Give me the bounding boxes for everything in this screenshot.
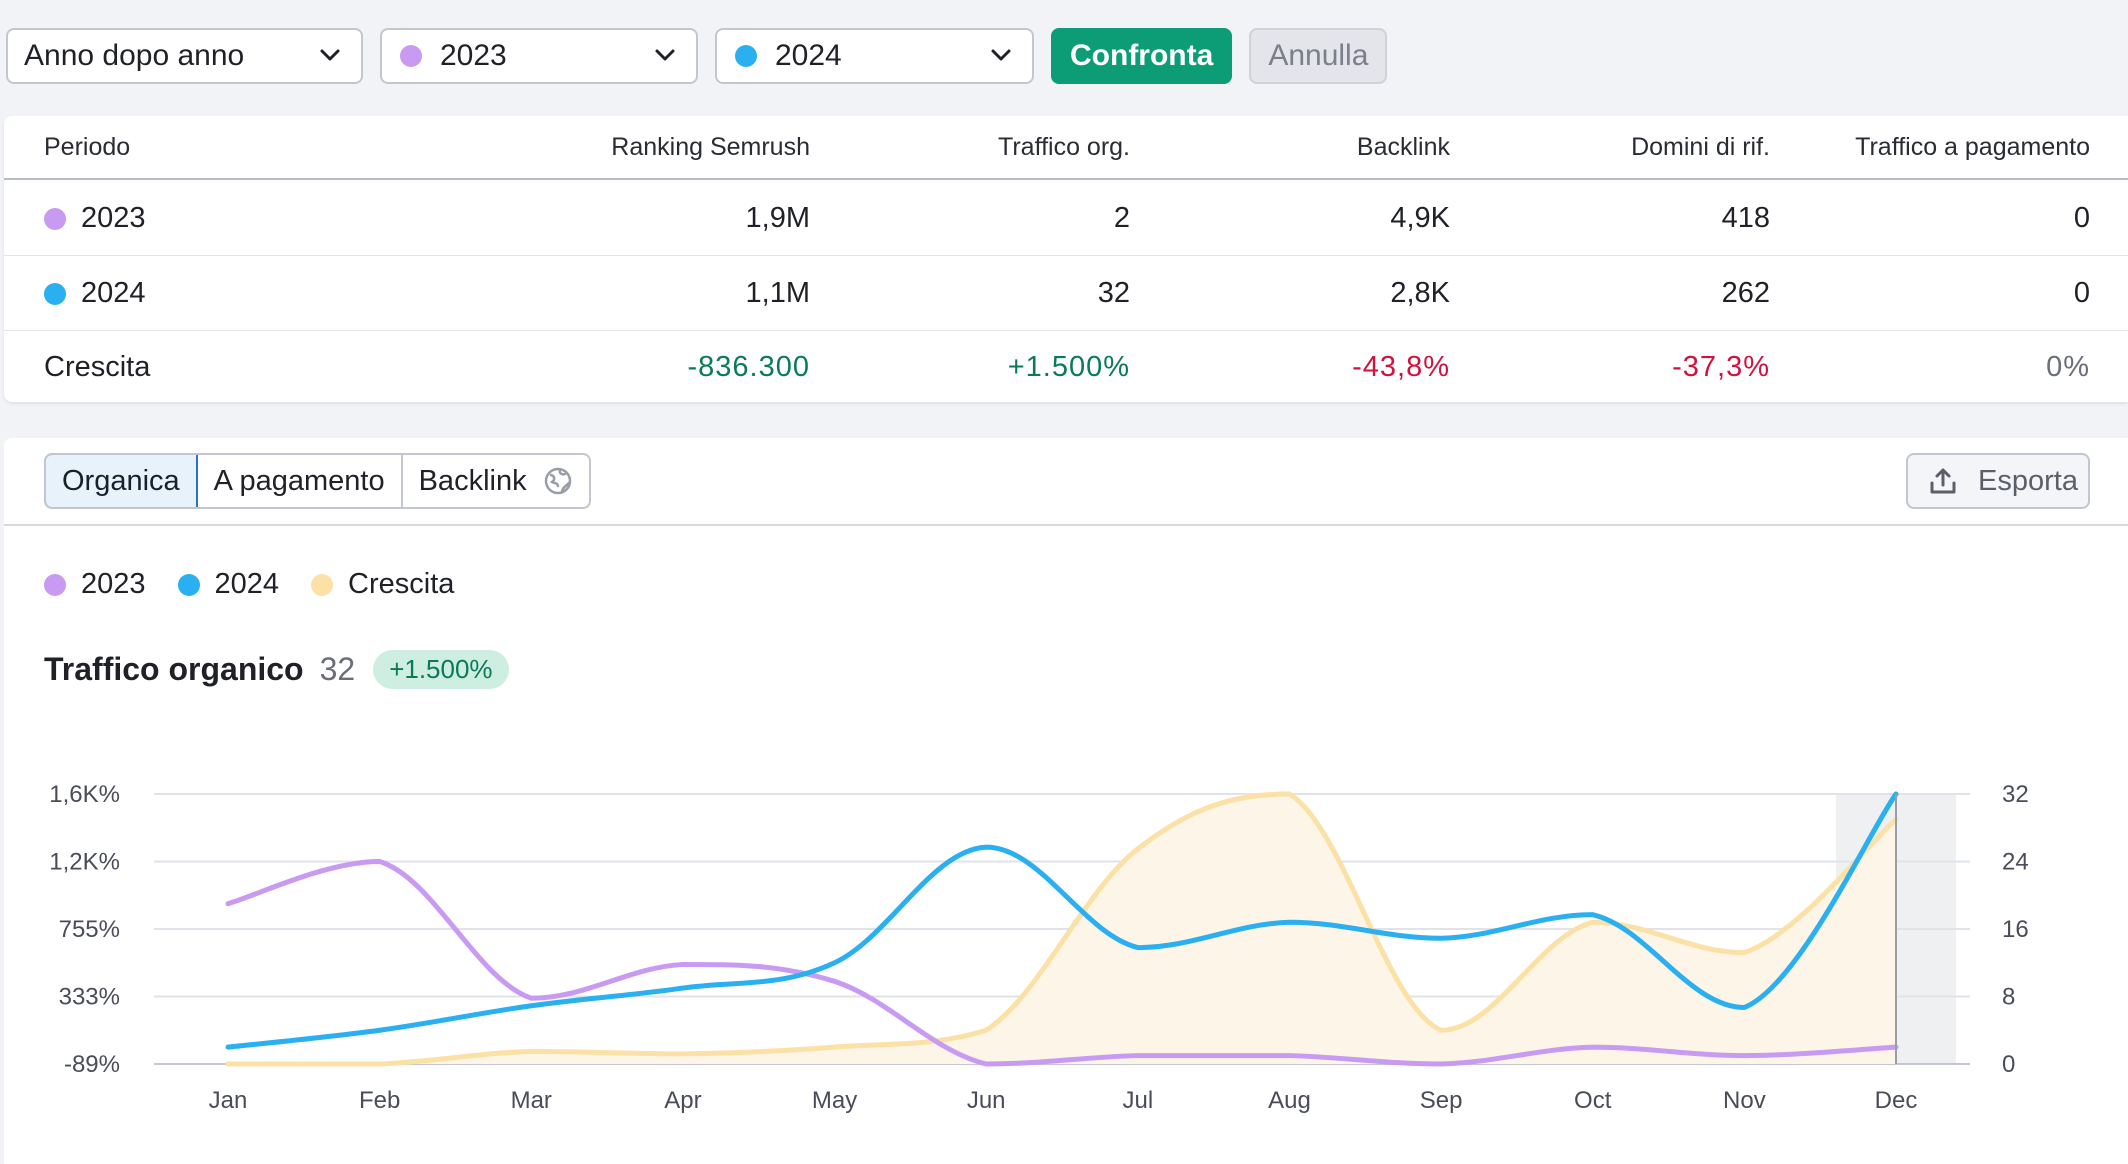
x-tick-label: May [812,1087,857,1114]
comparison-table: Periodo Ranking Semrush Traffico org. Ba… [4,116,2128,402]
row-period-cell: 2024 [44,277,146,310]
comparison-toolbar: Anno dopo anno 2023 2024 Confronta Annul… [6,28,1388,84]
year1-value: 2023 [440,39,507,72]
x-tick-label: Sep [1420,1087,1463,1114]
series-area-crescita [228,794,1896,1064]
legend-label-growth: Crescita [348,568,455,600]
x-tick-label: Dec [1875,1087,1918,1114]
growth-paid: 0% [2046,350,2090,383]
export-label: Esporta [1978,464,2078,497]
table-row: 2024 1,1M 32 2,8K 262 0 [4,257,2128,331]
y-right-tick-label: 0 [2002,1051,2015,1078]
x-tick-label: Jul [1122,1087,1153,1114]
metric-change-badge: +1.500% [373,650,509,689]
x-tick-label: Feb [359,1087,400,1114]
chart-card: Organica A pagamento Backlink Esporta 20… [4,438,2128,1164]
y-right-tick-label: 8 [2002,984,2015,1011]
header-organic-traffic: Traffico org. [998,132,1130,161]
row-paid: 0 [2073,277,2090,309]
row-period: 2023 [81,202,146,234]
y-right-tick-label: 16 [2002,916,2029,943]
row-rank: 1,9M [745,202,810,234]
legend-label-2023: 2023 [81,568,146,600]
tab-backlinks[interactable]: Backlink [403,455,589,507]
metric-title: Traffico organico [44,651,304,687]
x-tick-label: Nov [1723,1087,1766,1114]
y-left-tick-label: 1,2K% [49,849,120,876]
metric-value: 32 [319,651,356,687]
x-tick-label: Apr [664,1087,701,1114]
year2-value: 2024 [775,39,842,72]
legend-item-2023[interactable]: 2023 [44,568,146,601]
cancel-button[interactable]: Annulla [1249,28,1388,84]
header-paid-traffic: Traffico a pagamento [1855,132,2090,161]
y-right-tick-label: 32 [2002,781,2029,808]
chart-tabs-bar: Organica A pagamento Backlink Esporta [4,438,2128,526]
growth-backlinks: -43,8% [1352,350,1450,383]
chart-legend: 2023 2024 Crescita [44,568,486,601]
y-left-tick-label: 333% [59,984,120,1011]
chevron-down-icon [991,49,1011,61]
export-button[interactable]: Esporta [1906,453,2090,509]
year2-select[interactable]: 2024 [715,28,1034,84]
growth-row: Crescita -836.300 +1.500% -43,8% -37,3% … [4,332,2128,402]
row-ref-domains: 418 [1721,202,1770,234]
year2-color-dot [735,45,757,67]
row-period-cell: 2023 [44,202,146,235]
legend-dot-growth [311,573,334,596]
year1-color-dot [44,207,66,230]
growth-traffic: +1.500% [1007,350,1130,383]
legend-dot-2023 [44,573,66,596]
x-tick-label: Jun [967,1087,1006,1114]
year1-color-dot [400,45,422,67]
traffic-type-tabs: Organica A pagamento Backlink [44,453,591,509]
x-tick-label: Mar [511,1087,552,1114]
organic-traffic-chart: 32 1,6K% 24 1,2K% 16 755% 8 333% 0 -89% Jan Feb Mar A… [49,781,2029,1114]
x-tick-label: Aug [1268,1087,1311,1114]
period-mode-value: Anno dopo anno [24,39,245,72]
period-mode-select[interactable]: Anno dopo anno [6,28,363,84]
year2-color-dot [44,282,66,305]
row-ref-domains: 262 [1721,277,1770,309]
legend-item-2024[interactable]: 2024 [177,568,280,601]
header-ref-domains: Domini di rif. [1631,132,1770,161]
growth-rank: -836.300 [687,350,810,383]
metric-header: Traffico organico 32 +1.500% [44,650,509,689]
table-row: 2023 1,9M 2 4,9K 418 0 [4,182,2128,256]
row-rank: 1,1M [745,277,810,309]
row-paid: 0 [2073,202,2090,234]
globe-icon [544,467,571,495]
year1-select[interactable]: 2023 [380,28,698,84]
chevron-down-icon [320,49,340,61]
table-header: Periodo Ranking Semrush Traffico org. Ba… [4,116,2128,180]
y-left-tick-label: -89% [64,1051,120,1078]
upload-icon [1930,468,1956,494]
chevron-down-icon [655,49,675,61]
row-traffic: 32 [1097,277,1130,309]
legend-dot-2024 [177,573,200,596]
row-backlinks: 2,8K [1390,277,1450,309]
y-left-tick-label: 755% [59,916,120,943]
x-tick-label: Jan [209,1087,248,1114]
legend-label-2024: 2024 [214,568,280,600]
series-line-2024 [225,791,1899,1050]
header-rank: Ranking Semrush [611,132,810,161]
series-line-2023 [225,858,1899,1067]
row-period: 2024 [81,277,146,309]
tab-organic[interactable]: Organica [45,455,198,507]
legend-item-growth[interactable]: Crescita [311,568,454,601]
tab-backlinks-label: Backlink [418,464,527,497]
header-period: Periodo [44,132,131,161]
x-tick-label: Oct [1574,1087,1612,1114]
growth-label: Crescita [44,350,151,383]
row-backlinks: 4,9K [1390,202,1450,234]
growth-ref-domains: -37,3% [1672,350,1770,383]
header-backlinks: Backlink [1356,132,1450,161]
compare-button[interactable]: Confronta [1051,28,1233,84]
tab-paid[interactable]: A pagamento [198,455,403,507]
y-right-tick-label: 24 [2002,849,2029,876]
y-left-tick-label: 1,6K% [49,781,120,808]
row-traffic: 2 [1113,202,1130,234]
